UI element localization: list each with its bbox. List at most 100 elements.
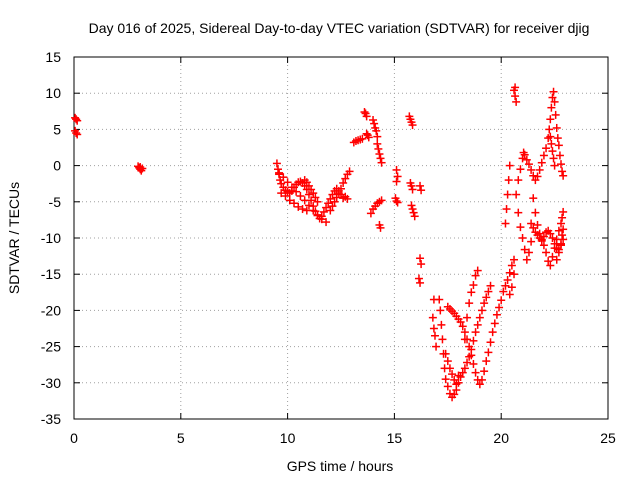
data-point <box>471 271 480 280</box>
data-point <box>507 261 516 270</box>
data-point <box>304 190 313 199</box>
data-point <box>369 115 378 124</box>
data-point <box>557 241 566 250</box>
data-point <box>313 210 322 219</box>
data-point <box>501 219 510 228</box>
data-point <box>501 281 510 290</box>
data-point <box>482 293 491 302</box>
data-point <box>408 185 417 194</box>
data-point <box>465 299 474 308</box>
data-point <box>376 223 385 232</box>
data-point <box>518 234 527 242</box>
data-point <box>550 97 559 106</box>
x-tick-label: 10 <box>280 430 296 446</box>
data-point <box>495 303 504 312</box>
data-point <box>272 159 281 168</box>
data-point <box>475 313 484 322</box>
data-point <box>322 218 331 227</box>
data-point <box>392 177 401 186</box>
x-tick-label: 25 <box>600 430 616 446</box>
data-point <box>554 248 563 257</box>
data-point <box>326 206 335 215</box>
data-point <box>290 199 299 208</box>
y-tick-label: -30 <box>41 375 61 391</box>
data-point <box>505 290 514 299</box>
data-point <box>460 335 469 344</box>
data-point <box>552 123 561 132</box>
x-axis-label: GPS time / hours <box>287 458 394 474</box>
x-tick-label: 20 <box>493 430 509 446</box>
data-point <box>469 281 478 290</box>
data-point <box>304 201 313 210</box>
data-point <box>469 359 478 368</box>
data-point <box>326 194 335 203</box>
data-point <box>522 155 531 164</box>
data-point <box>73 116 82 125</box>
data-point <box>503 190 512 199</box>
data-point <box>547 103 556 112</box>
data-point <box>377 196 386 205</box>
data-point <box>473 266 482 275</box>
data-point <box>279 173 288 182</box>
data-point <box>302 206 311 215</box>
data-point <box>471 368 480 377</box>
data-point <box>341 174 350 183</box>
data-point <box>313 197 322 206</box>
data-point <box>337 184 345 193</box>
data-point <box>499 287 508 296</box>
data-point <box>514 208 523 217</box>
data-point <box>467 351 476 360</box>
data-point <box>309 189 318 198</box>
data-point <box>416 181 425 190</box>
data-point <box>273 165 282 174</box>
data-point <box>548 147 557 156</box>
data-point <box>477 306 486 315</box>
data-point <box>527 219 536 228</box>
data-point <box>552 255 561 264</box>
data-point <box>358 134 367 143</box>
data-point <box>392 165 401 174</box>
data-point <box>524 160 533 169</box>
data-point <box>460 328 469 337</box>
data-point <box>360 108 369 117</box>
data-point <box>373 139 382 148</box>
y-tick-label: -25 <box>41 339 61 355</box>
y-tick-label: -20 <box>41 302 61 318</box>
data-point <box>436 306 445 315</box>
data-point <box>559 171 568 180</box>
data-point <box>533 172 542 181</box>
data-point <box>503 275 512 284</box>
data-point <box>450 375 459 384</box>
data-point <box>473 320 482 329</box>
data-point <box>345 167 354 176</box>
data-point <box>374 144 383 153</box>
data-point <box>551 110 560 119</box>
data-point <box>529 223 538 232</box>
data-point <box>319 207 328 216</box>
data-point <box>549 87 558 96</box>
data-point <box>542 144 551 153</box>
data-point <box>275 168 284 177</box>
y-tick-label: 0 <box>53 158 61 174</box>
y-tick-label: 5 <box>53 121 61 137</box>
data-point <box>548 252 557 261</box>
data-point <box>438 335 447 344</box>
data-point <box>294 202 303 211</box>
data-point <box>277 189 286 198</box>
data-point <box>428 313 437 322</box>
data-point <box>292 187 301 196</box>
data-point <box>465 342 474 351</box>
data-point <box>471 328 480 337</box>
data-point <box>296 192 305 201</box>
data-point <box>373 132 382 141</box>
data-point <box>467 288 476 297</box>
data-point <box>311 193 320 202</box>
data-point <box>546 115 555 124</box>
data-point <box>407 181 416 190</box>
data-point <box>486 338 495 347</box>
data-point <box>414 274 423 283</box>
data-point <box>349 138 358 147</box>
data-point <box>558 167 567 176</box>
data-point <box>531 208 540 217</box>
x-tick-label: 5 <box>177 430 185 446</box>
